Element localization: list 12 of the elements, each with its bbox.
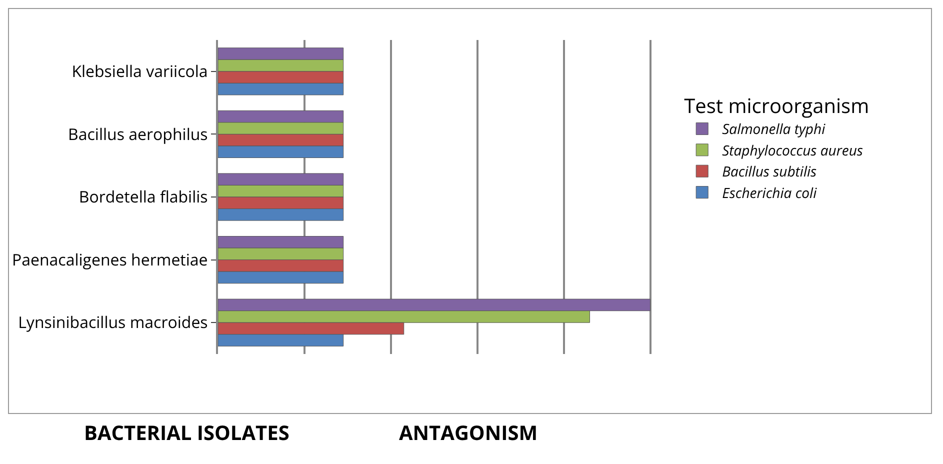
- legend-label: Salmonella typhi: [722, 120, 826, 140]
- legend-label: Staphylococcus aureus: [722, 141, 863, 160]
- legend-title: Test microorganism: [684, 92, 870, 120]
- y-tick-label: Bacillus aerophilus: [68, 122, 208, 145]
- y-tick-label: Paenacaligenes hermetiae: [12, 248, 208, 270]
- text: BACTERIAL ISOLATES: [84, 419, 290, 446]
- legend-label: Escherichia coli: [722, 184, 818, 203]
- legend-label: Bacillus subtilis: [722, 162, 817, 182]
- y-tick-label: Lynsinibacillus macroides: [18, 311, 208, 334]
- y-tick-label: Bordetella flabilis: [78, 186, 208, 208]
- text: ANTAGONISM: [399, 419, 538, 446]
- y-tick-label: Klebsiella variicola: [72, 60, 208, 82]
